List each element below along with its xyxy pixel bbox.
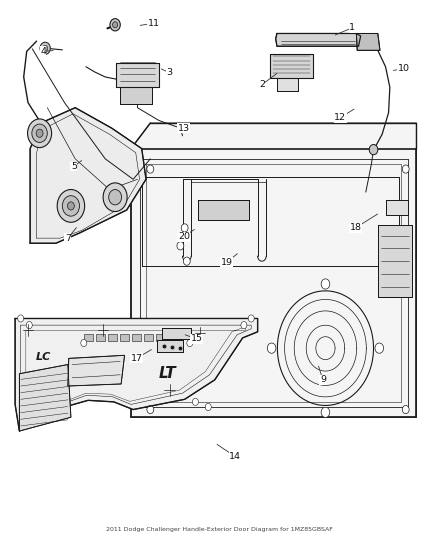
Circle shape bbox=[177, 340, 183, 346]
Polygon shape bbox=[357, 34, 380, 50]
Circle shape bbox=[402, 406, 409, 414]
Polygon shape bbox=[162, 328, 191, 339]
Bar bbox=[96, 334, 105, 341]
Circle shape bbox=[147, 165, 154, 173]
Circle shape bbox=[18, 315, 24, 322]
Text: 17: 17 bbox=[131, 354, 143, 363]
Polygon shape bbox=[276, 34, 360, 46]
Text: 1: 1 bbox=[349, 23, 355, 33]
Polygon shape bbox=[15, 319, 258, 431]
Text: 18: 18 bbox=[350, 223, 361, 232]
Text: LC: LC bbox=[36, 352, 52, 362]
Text: LT: LT bbox=[159, 366, 177, 381]
Bar bbox=[108, 334, 117, 341]
Circle shape bbox=[103, 183, 127, 212]
Text: 4: 4 bbox=[40, 47, 46, 56]
Polygon shape bbox=[157, 341, 183, 352]
Text: 2011 Dodge Challenger Handle-Exterior Door Diagram for 1MZ85GBSAF: 2011 Dodge Challenger Handle-Exterior Do… bbox=[106, 527, 332, 532]
Text: 11: 11 bbox=[148, 19, 160, 28]
Circle shape bbox=[81, 340, 87, 346]
Circle shape bbox=[177, 242, 184, 250]
Text: 2: 2 bbox=[259, 80, 265, 89]
Circle shape bbox=[402, 165, 409, 173]
Circle shape bbox=[110, 19, 120, 31]
Polygon shape bbox=[120, 87, 152, 103]
Circle shape bbox=[109, 190, 122, 205]
Circle shape bbox=[321, 279, 330, 289]
Text: 13: 13 bbox=[178, 124, 190, 133]
Circle shape bbox=[192, 398, 198, 406]
Circle shape bbox=[205, 403, 211, 410]
Text: 7: 7 bbox=[65, 233, 71, 243]
Circle shape bbox=[36, 129, 43, 138]
Circle shape bbox=[147, 406, 154, 414]
Text: 9: 9 bbox=[320, 375, 326, 384]
Circle shape bbox=[241, 321, 247, 329]
Circle shape bbox=[67, 202, 74, 210]
Circle shape bbox=[62, 196, 80, 216]
Bar bbox=[120, 334, 129, 341]
Circle shape bbox=[28, 119, 52, 148]
Text: 5: 5 bbox=[71, 162, 77, 171]
Bar bbox=[144, 334, 153, 341]
Text: 15: 15 bbox=[191, 334, 203, 343]
Polygon shape bbox=[131, 123, 417, 417]
Text: 19: 19 bbox=[221, 257, 233, 266]
Polygon shape bbox=[68, 356, 124, 386]
Circle shape bbox=[42, 45, 48, 51]
Bar bbox=[156, 334, 166, 341]
Circle shape bbox=[113, 22, 118, 28]
Polygon shape bbox=[116, 63, 159, 87]
Circle shape bbox=[32, 124, 47, 142]
Polygon shape bbox=[270, 54, 314, 78]
Text: 12: 12 bbox=[334, 114, 346, 123]
Bar bbox=[84, 334, 93, 341]
Bar bbox=[132, 334, 141, 341]
Circle shape bbox=[267, 343, 276, 353]
Text: 3: 3 bbox=[166, 68, 173, 77]
Polygon shape bbox=[198, 200, 249, 220]
Text: 14: 14 bbox=[230, 452, 241, 461]
Circle shape bbox=[181, 224, 188, 232]
Circle shape bbox=[369, 144, 378, 155]
Circle shape bbox=[187, 340, 193, 346]
Circle shape bbox=[26, 321, 32, 329]
Polygon shape bbox=[30, 108, 146, 243]
Polygon shape bbox=[277, 78, 298, 91]
Circle shape bbox=[57, 190, 85, 222]
Polygon shape bbox=[19, 365, 71, 431]
Text: 10: 10 bbox=[398, 64, 410, 73]
Circle shape bbox=[375, 343, 384, 353]
Polygon shape bbox=[378, 225, 412, 297]
Circle shape bbox=[321, 407, 330, 417]
Polygon shape bbox=[386, 200, 408, 215]
Text: 20: 20 bbox=[178, 232, 190, 241]
Circle shape bbox=[184, 257, 190, 265]
Circle shape bbox=[248, 315, 254, 322]
Circle shape bbox=[40, 42, 50, 54]
